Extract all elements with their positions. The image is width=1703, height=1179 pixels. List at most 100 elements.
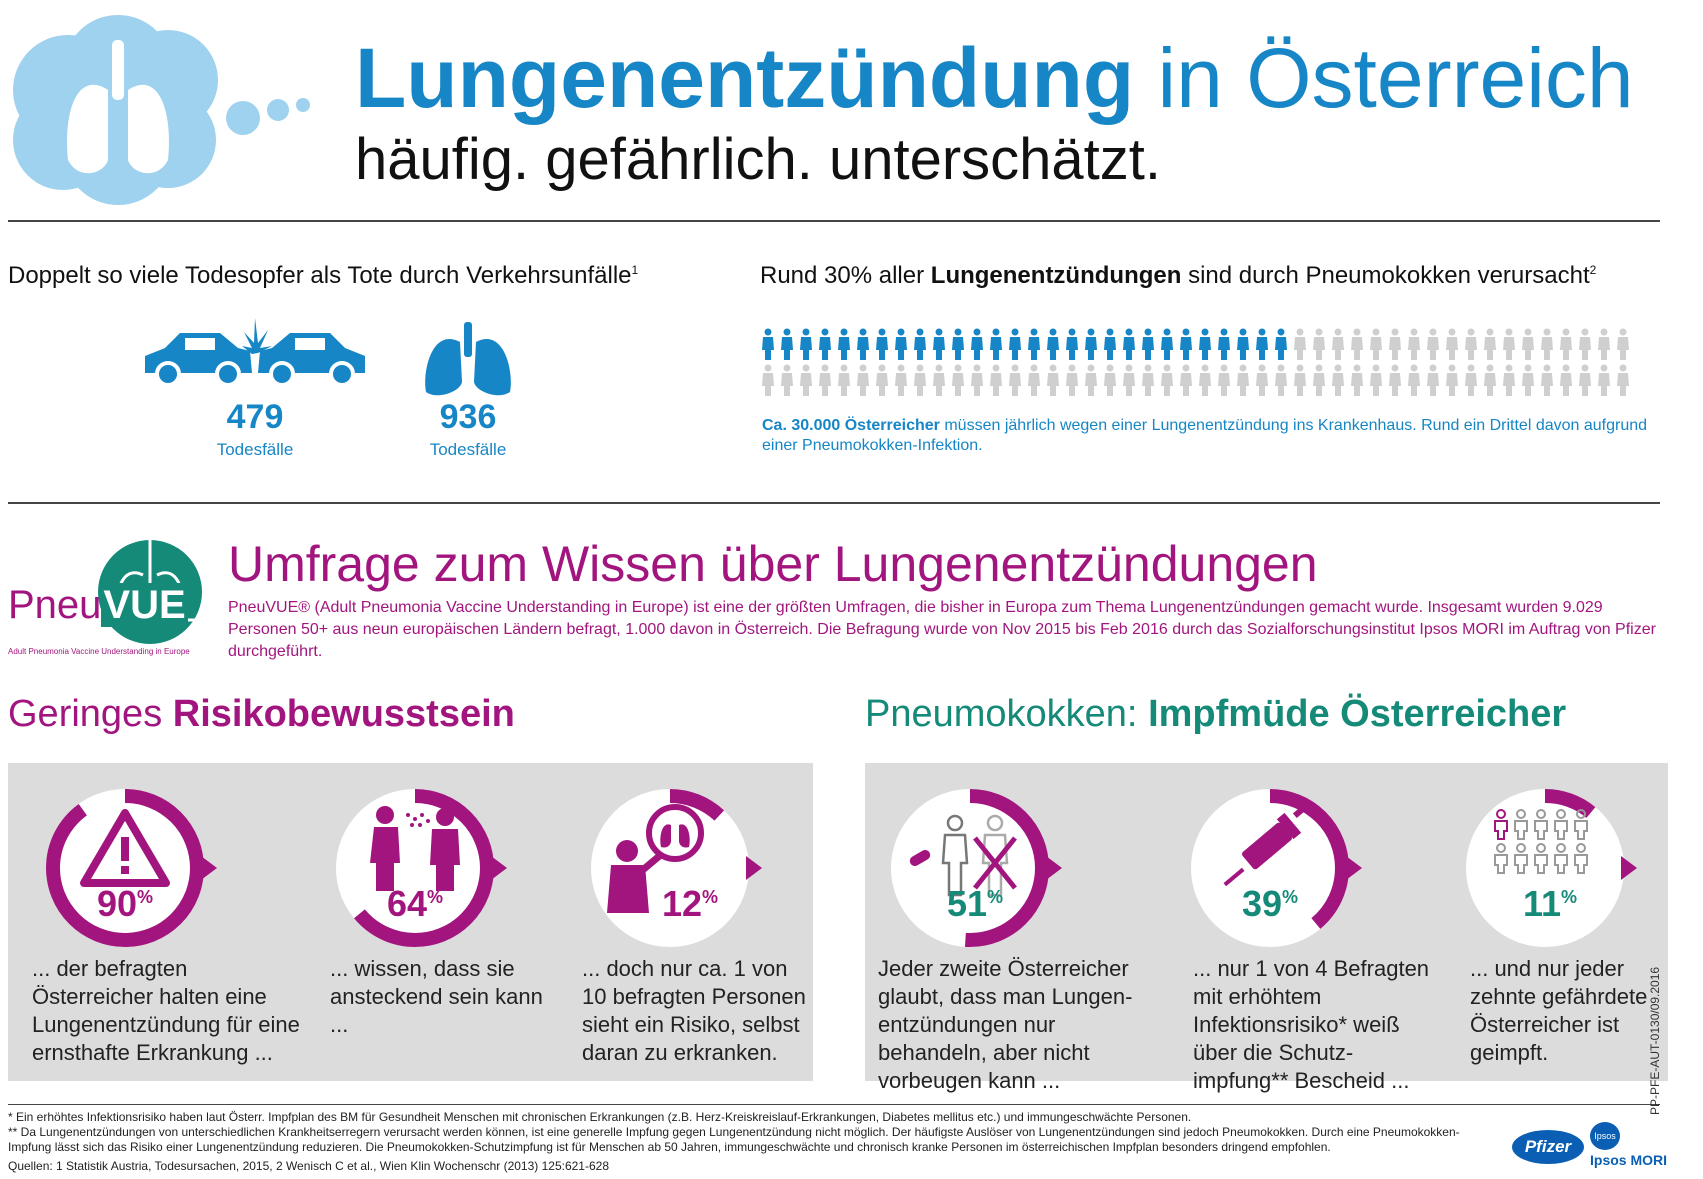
person-icon [1237, 328, 1249, 360]
person-icon [990, 364, 1002, 396]
document-code: PP-PFE-AUT-0130/09.2016 [1648, 966, 1662, 1115]
ring-arrow [1046, 856, 1062, 880]
person-icon [1009, 328, 1021, 360]
risk-item: 90% [40, 783, 240, 953]
page-subtitle: häufig. gefährlich. unterschätzt. [355, 127, 1162, 192]
percentage-unit: % [427, 887, 444, 907]
person-icon [857, 364, 869, 396]
pneuvue-caption: Adult Pneumonia Vaccine Understanding in… [8, 647, 190, 656]
vaccine-item: 51% [885, 783, 1085, 953]
pneumococci-note-text: müssen jährlich wegen einer Lungenentzün… [762, 417, 1648, 454]
person-icon [1066, 364, 1078, 396]
person-icon [1294, 364, 1306, 396]
pneuvue-logo: PneuVUE Adult Pneumonia Vaccine Understa… [8, 535, 208, 660]
percentage-value: 51 [946, 883, 988, 924]
person-icon [1218, 364, 1230, 396]
percentage-unit: % [987, 887, 1004, 907]
person-icon [1199, 328, 1211, 360]
logo-pneu: Pneu [8, 583, 102, 627]
person-icon [1598, 328, 1610, 360]
person-icon [1085, 364, 1097, 396]
person-icon [800, 328, 812, 360]
person-icon [1275, 364, 1287, 396]
person-icon [1534, 843, 1548, 874]
person-icon [895, 364, 907, 396]
person-icon [1047, 364, 1059, 396]
pneumonia-deaths-value: 936 [439, 398, 497, 436]
person-icon [762, 364, 774, 396]
person-icon [1123, 328, 1135, 360]
ring-progress [1466, 789, 1624, 947]
person-icon [1534, 809, 1548, 840]
person-icon [971, 328, 983, 360]
person-icon [1503, 328, 1515, 360]
person-icon [1598, 364, 1610, 396]
ring-progress [46, 789, 204, 947]
title-bold: Lungenentzündung [355, 31, 1135, 125]
person-icon [857, 328, 869, 360]
vaccine-heading: Pneumokokken: Impfmüde Österreicher [865, 693, 1566, 736]
person-icon [1047, 328, 1059, 360]
person-icon [819, 364, 831, 396]
coughing-people-icon [370, 806, 460, 891]
person-icon [1389, 328, 1401, 360]
person-icon [990, 328, 1002, 360]
pneumococci-heading: Rund 30% aller Lungenentzündungen sind d… [760, 262, 1596, 290]
percentage: 51% [915, 883, 1035, 925]
lungs-icon [425, 322, 511, 396]
person-icon [1484, 328, 1496, 360]
risk-description: ... der befragten Österreicher halten ei… [32, 956, 300, 1065]
person-icon [1275, 328, 1287, 360]
ipsos-badge: Ipsos [1590, 1122, 1620, 1150]
ring-arrow [491, 856, 507, 880]
person-icon [1256, 328, 1268, 360]
person-icon [1066, 328, 1078, 360]
person-icon [971, 364, 983, 396]
pneumococci-heading-bold: Lungenentzündungen [930, 262, 1182, 289]
person-icon [1465, 328, 1477, 360]
page-title: Lungenentzündung in Österreich [355, 28, 1634, 128]
pneumococci-heading-prefix: Rund 30% aller [760, 262, 925, 289]
ring-progress [336, 789, 494, 947]
pneumococci-note-bold: Ca. 30.000 Österreicher [762, 417, 940, 434]
person-icon [1104, 364, 1116, 396]
person-icon [876, 328, 888, 360]
risk-heading-light: Geringes [8, 693, 163, 735]
person-icon [1180, 328, 1192, 360]
person-icon [1579, 328, 1591, 360]
person-icon [1237, 364, 1249, 396]
percentage-unit: % [702, 887, 719, 907]
pneumococci-heading-ref: 2 [1589, 263, 1597, 277]
person-icon [1484, 364, 1496, 396]
vaccine-heading-bold: Impfmüde Österreicher [1148, 693, 1567, 735]
person-icon [838, 328, 850, 360]
lungs-cloud-icon [13, 15, 310, 205]
person-icon [1123, 364, 1135, 396]
person-icon [1541, 364, 1553, 396]
divider [8, 220, 1660, 222]
vaccine-description: Jeder zweite Österreicher glaubt, dass m… [878, 956, 1133, 1093]
person-icon [1104, 328, 1116, 360]
person-icon [781, 364, 793, 396]
person-icon [1427, 328, 1439, 360]
person-icon [876, 364, 888, 396]
pfizer-logo-text: Pfizer [1524, 1137, 1572, 1156]
person-icon [1560, 328, 1572, 360]
risk-heading-bold: Risikobewusstsein [172, 693, 515, 735]
person-icon [1617, 364, 1629, 396]
ring-arrow [746, 856, 762, 880]
logo-vue: VUE [101, 583, 188, 627]
risk-item: 12% [585, 783, 785, 953]
lungs-magnifier-icon [607, 804, 704, 913]
person-icon [1142, 364, 1154, 396]
person-icon [952, 364, 964, 396]
syringe-icon [1223, 805, 1316, 887]
ring-arrow [201, 856, 217, 880]
person-icon [1579, 364, 1591, 396]
person-icon [895, 328, 907, 360]
percentage: 64% [355, 883, 475, 925]
person-icon [800, 364, 812, 396]
person-icon [1427, 364, 1439, 396]
ring-progress [1191, 789, 1349, 947]
person-icon [933, 328, 945, 360]
